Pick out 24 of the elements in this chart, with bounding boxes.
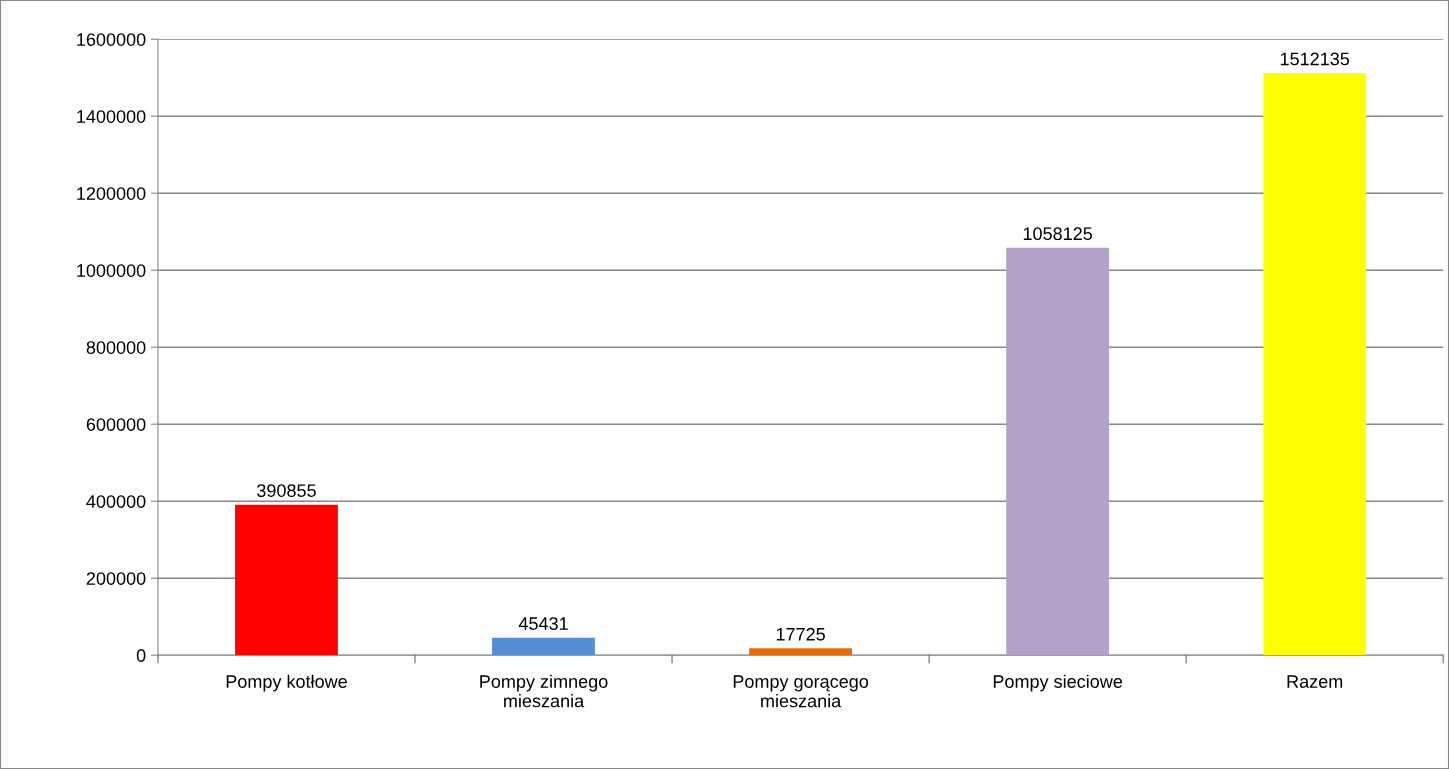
data-label: 1058125 [1023, 227, 1093, 241]
data-label: 390855 [257, 484, 316, 497]
y-tick-label: 1400000 [77, 110, 146, 123]
x-tick-label: Pompy gorącego mieszania [733, 675, 869, 708]
y-tick-label: 1600000 [77, 33, 146, 46]
x-tick-label: Pompy kotłowe [226, 674, 347, 692]
x-tick-label: Razem [1287, 675, 1343, 688]
bar [235, 504, 338, 656]
y-tick-label: 1000000 [77, 264, 146, 277]
bar [492, 637, 595, 656]
data-label: 1512135 [1280, 52, 1350, 66]
y-tick-label: 1200000 [77, 187, 146, 200]
bar [749, 648, 852, 656]
x-tick-label: Pompy sieciowe [993, 674, 1123, 692]
x-tick-label: Pompy zimnego mieszania [480, 674, 608, 708]
bar [1006, 247, 1110, 656]
y-tick-label: 800000 [86, 341, 146, 354]
y-tick-label: 0 [136, 649, 146, 662]
y-tick-label: 600000 [86, 418, 146, 431]
data-label: 17725 [776, 627, 825, 641]
bar [1263, 73, 1367, 656]
y-tick-label: 200000 [86, 572, 146, 585]
y-tick-label: 400000 [86, 495, 146, 508]
data-label: 45431 [518, 617, 568, 630]
